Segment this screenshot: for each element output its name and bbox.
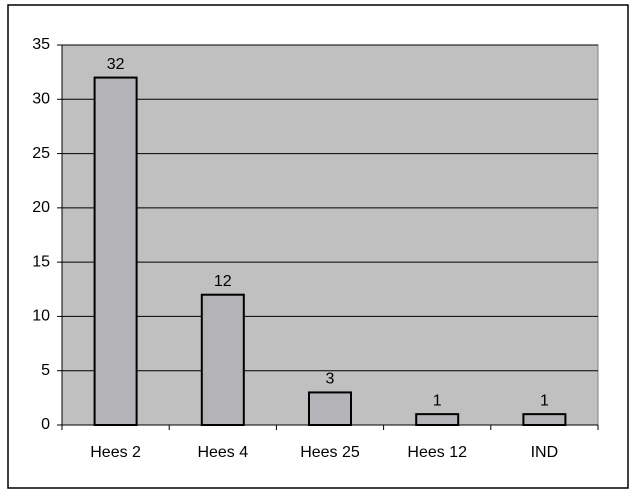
bar xyxy=(308,391,352,426)
y-tick-label: 30 xyxy=(32,91,50,108)
bar xyxy=(522,413,567,426)
plot-area xyxy=(61,44,599,426)
y-tick-label: 20 xyxy=(32,199,50,216)
y-tick-label: 35 xyxy=(32,36,50,53)
x-tick-label: Hees 4 xyxy=(197,444,248,461)
x-tick-label: IND xyxy=(531,444,559,461)
y-tick-label: 0 xyxy=(41,416,50,433)
y-tick-label: 25 xyxy=(32,145,50,162)
data-label: 1 xyxy=(433,392,442,409)
data-label: 3 xyxy=(326,371,335,388)
y-tick-label: 15 xyxy=(32,253,50,270)
data-label: 12 xyxy=(214,273,232,290)
y-tick-label: 5 xyxy=(41,362,50,379)
data-label: 32 xyxy=(107,56,125,73)
bar xyxy=(200,293,245,427)
x-tick-label: Hees 12 xyxy=(407,444,467,461)
x-tick-label: Hees 25 xyxy=(300,444,360,461)
bar xyxy=(93,76,138,426)
data-label: 1 xyxy=(540,392,549,409)
bar xyxy=(415,413,460,426)
x-tick-label: Hees 2 xyxy=(90,444,141,461)
y-tick-label: 10 xyxy=(32,308,50,325)
